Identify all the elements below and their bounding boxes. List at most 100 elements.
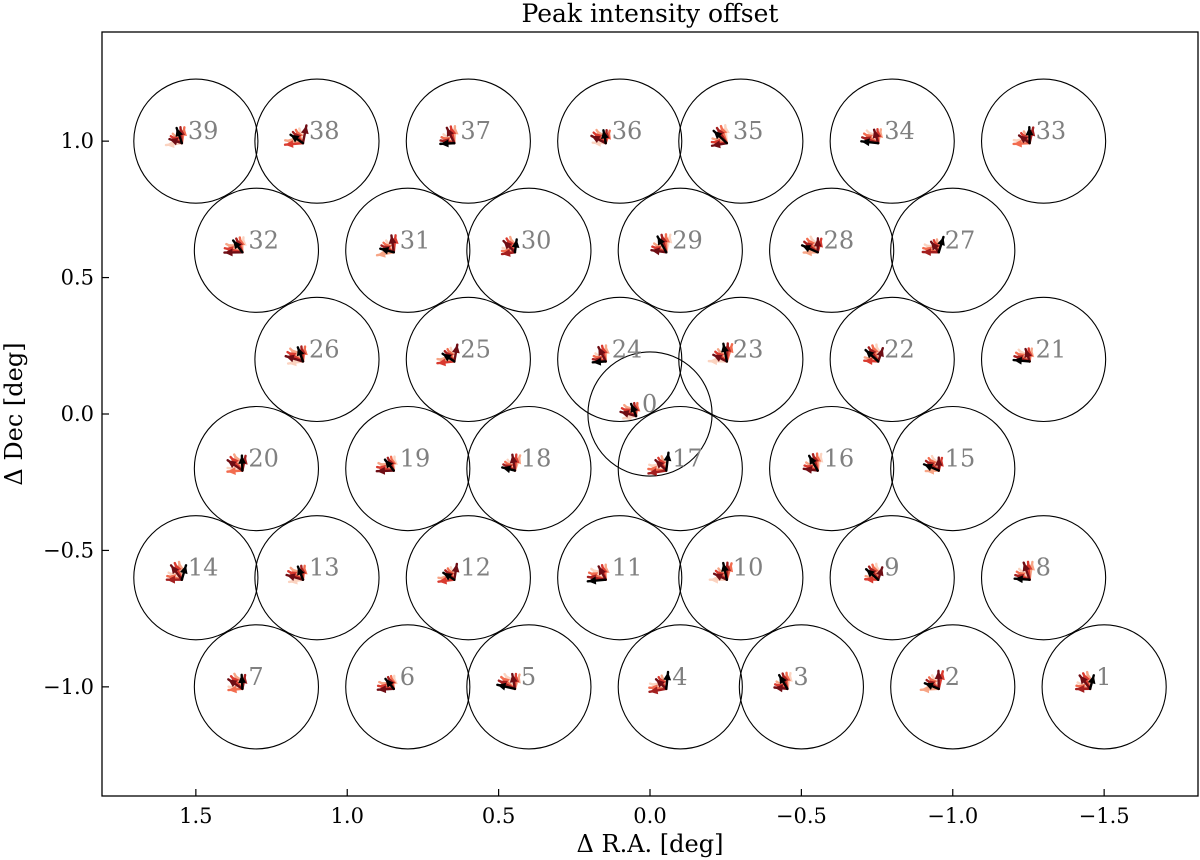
offset-arrow-head	[384, 459, 394, 469]
offset-arrow-head	[1022, 562, 1031, 572]
beam-14: 14	[133, 515, 259, 641]
beam-label: 29	[672, 226, 703, 254]
offset-arrow-head	[875, 567, 884, 577]
beams-layer: 0123456789101112131415161718192021222324…	[133, 78, 1167, 750]
offset-arrow-head	[509, 454, 518, 464]
beam-label: 13	[309, 554, 340, 582]
beam-17: 17	[617, 405, 743, 532]
offset-arrow-head	[385, 678, 394, 688]
beam-label: 19	[400, 445, 431, 473]
beam-label: 37	[460, 117, 491, 145]
beam-30: 30	[466, 187, 592, 313]
offset-arrow-head	[656, 679, 665, 688]
offset-arrow-head	[388, 235, 397, 245]
beam-22: 22	[829, 296, 955, 423]
x-tick-label: 0.5	[482, 804, 515, 828]
beam-circle	[617, 624, 743, 750]
beam-circle	[829, 78, 955, 204]
beam-label: 16	[824, 445, 855, 473]
beam-label: 33	[1036, 117, 1067, 145]
offset-arrow-head	[922, 248, 931, 257]
beam-18: 18	[466, 405, 592, 532]
beam-label: 11	[612, 554, 643, 582]
beam-32: 32	[193, 187, 320, 313]
beam-10: 10	[678, 515, 804, 641]
offset-arrow-head	[803, 465, 813, 474]
offset-arrow-head	[238, 674, 247, 684]
x-tick-label: −1.5	[1079, 804, 1130, 828]
beam-0: 0	[587, 351, 713, 477]
ticks-layer: 1.5 1.0 0.5 0.0 −0.5 −1.0 −1.5 1.0 0.5 0.0 −0.5 −1.…	[43, 129, 1130, 828]
offset-arrow-head	[376, 466, 386, 475]
offset-arrow-head	[285, 140, 294, 148]
offset-arrow-head	[301, 125, 309, 135]
offset-arrow-head	[452, 344, 460, 354]
beam-label: 21	[1036, 335, 1067, 363]
offset-arrow-head	[865, 350, 875, 359]
beam-label: 3	[793, 663, 808, 691]
offset-arrow-head	[876, 348, 884, 358]
beam-label: 28	[824, 226, 855, 254]
beam-39: 39	[133, 78, 259, 204]
beam-label: 35	[733, 117, 764, 145]
beam-circle	[829, 515, 955, 641]
offset-arrow-head	[497, 682, 507, 691]
offset-arrow-head	[864, 357, 873, 366]
beam-label: 4	[672, 663, 687, 691]
offset-arrow-head	[809, 455, 817, 465]
beam-27: 27	[890, 187, 1016, 313]
offset-arrow-head	[802, 245, 812, 253]
beam-circle	[193, 405, 320, 532]
offset-arrow-head	[443, 572, 453, 581]
offset-arrow-head	[377, 249, 386, 258]
beam-36: 36	[557, 78, 683, 204]
beam-circle	[193, 624, 320, 750]
offset-arrow-head	[708, 357, 718, 366]
offset-arrow-head	[224, 248, 233, 257]
offset-arrow-head	[169, 137, 179, 146]
beam-circle	[617, 187, 743, 313]
beam-label: 18	[521, 445, 552, 473]
beam-circle	[829, 296, 955, 423]
offset-arrow-head	[937, 236, 945, 246]
beam-circle	[980, 296, 1107, 423]
offset-arrow-head	[648, 468, 658, 476]
offset-arrow-head	[179, 565, 188, 575]
beam-21: 21	[980, 296, 1107, 423]
beam-circle	[254, 296, 380, 423]
beam-28: 28	[769, 187, 895, 313]
beam-12: 12	[405, 515, 531, 641]
offset-arrow-head	[630, 403, 638, 413]
beam-circle	[890, 405, 1016, 532]
beam-label: 22	[884, 335, 915, 363]
offset-arrow-head	[649, 686, 659, 695]
offset-arrow-head	[598, 566, 606, 576]
offset-arrow-head	[620, 410, 630, 418]
beam-label: 12	[460, 554, 491, 582]
beam-circle	[133, 515, 259, 641]
beam-label: 24	[612, 335, 643, 363]
offset-arrow-head	[712, 140, 721, 149]
y-tick-label: 1.0	[61, 129, 94, 153]
offset-arrow-head	[813, 238, 822, 247]
beam-label: 26	[309, 335, 340, 363]
beam-circle	[254, 78, 380, 204]
offset-arrow-head	[713, 354, 723, 362]
beam-15: 15	[890, 405, 1016, 532]
beam-circle	[980, 515, 1107, 641]
offset-arrow-head	[934, 670, 943, 680]
offset-arrow-head	[446, 127, 454, 137]
offset-arrow-head	[502, 465, 512, 474]
beam-circle	[405, 78, 531, 204]
offset-arrow-head	[1079, 675, 1088, 685]
offset-arrow-head	[709, 575, 718, 584]
offset-arrow-head	[440, 139, 449, 148]
offset-arrow-head	[865, 575, 874, 584]
beam-circle	[557, 296, 683, 423]
offset-arrow-head	[165, 140, 175, 148]
offset-arrow-head	[288, 358, 297, 367]
x-tick-label: 0.0	[633, 804, 666, 828]
offset-arrow-head	[503, 240, 513, 250]
offset-arrow-head	[228, 685, 237, 694]
offset-arrow-head	[1025, 127, 1034, 136]
